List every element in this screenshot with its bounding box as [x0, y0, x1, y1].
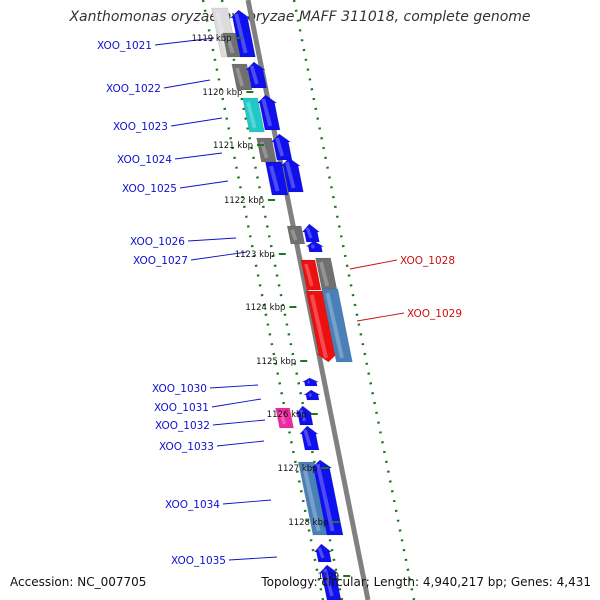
- label-leader-line: [163, 79, 211, 89]
- gene-feature[interactable]: [310, 459, 344, 536]
- gene-highlight: [299, 409, 307, 422]
- gene-highlight: [305, 227, 313, 239]
- gene-label-xoo_1034[interactable]: XOO_1034: [165, 499, 220, 511]
- tick-label: 1125 kbp: [256, 357, 296, 367]
- gene-feature[interactable]: [256, 94, 281, 131]
- label-leader-line: [187, 237, 237, 242]
- label-leader-line: [174, 152, 223, 160]
- gene-feature[interactable]: [280, 157, 304, 193]
- gene-feature[interactable]: [300, 259, 322, 291]
- label-leader-line: [154, 37, 215, 46]
- label-leader-line: [170, 117, 223, 127]
- gene-highlight: [246, 101, 257, 129]
- gene-highlight: [275, 137, 285, 157]
- tick-group: 1119 kbp 1120 kbp 1121 kbp 1122 kbp 1123 kbp…: [192, 34, 351, 582]
- gene-label-xoo_1033[interactable]: XOO_1033: [159, 441, 214, 453]
- gene-feature[interactable]: [245, 61, 267, 89]
- gene-feature[interactable]: [318, 564, 342, 600]
- gene-highlight: [304, 263, 314, 287]
- gene-feature[interactable]: [305, 240, 325, 253]
- gene-label-xoo_1021[interactable]: XOO_1021: [97, 40, 152, 52]
- dot-grid: [201, 0, 416, 600]
- gene-highlight: [325, 292, 344, 359]
- gene-feature[interactable]: [321, 288, 353, 363]
- gene-label-xoo_1035[interactable]: XOO_1035: [171, 555, 226, 567]
- tick-label: 1124 kbp: [245, 303, 285, 313]
- gene-feature[interactable]: [270, 133, 293, 161]
- gene-feature[interactable]: [242, 97, 265, 133]
- gene-feature[interactable]: [286, 225, 306, 245]
- tick-label: 1126 kbp: [267, 410, 307, 420]
- tick-label: 1122 kbp: [224, 196, 264, 206]
- gene-highlight: [309, 294, 328, 359]
- label-leader-line: [228, 556, 278, 561]
- gene-feature[interactable]: [275, 407, 294, 429]
- left-label-group: XOO_1021 XOO_1022 XOO_1023 XOO_1024 XOO_1025…: [97, 37, 278, 567]
- gene-highlight: [317, 547, 325, 559]
- gene-highlight: [319, 261, 330, 287]
- gene-feature[interactable]: [303, 389, 322, 401]
- label-leader-line: [212, 419, 266, 426]
- gene-highlight: [315, 463, 335, 532]
- gene-feature[interactable]: [301, 223, 321, 243]
- outer-dotted-line: [201, 0, 325, 600]
- gene-highlight: [226, 36, 235, 54]
- gene-label-xoo_1026[interactable]: XOO_1026: [130, 236, 185, 248]
- tick-label: 1129: [318, 572, 340, 582]
- gene-label-xoo_1025[interactable]: XOO_1025: [122, 183, 177, 195]
- gene-highlight: [235, 67, 245, 87]
- label-leader-line: [190, 251, 248, 261]
- gene-feature[interactable]: [265, 161, 289, 196]
- gene-label-xoo_1030[interactable]: XOO_1030: [152, 383, 207, 395]
- gene-label-xoo_1022[interactable]: XOO_1022: [106, 83, 161, 95]
- gene-label-xoo_1029[interactable]: XOO_1029: [407, 308, 462, 320]
- feature-group: [211, 7, 353, 600]
- genome-summary: Topology: circular; Length: 4,940,217 bp…: [261, 575, 591, 589]
- gene-label-xoo_1032[interactable]: XOO_1032: [155, 420, 210, 432]
- accession-label: Accession: NC_007705: [10, 575, 147, 589]
- gene-highlight: [249, 65, 259, 85]
- gene-highlight: [278, 411, 287, 425]
- label-leader-line: [179, 180, 229, 189]
- label-leader-line: [211, 398, 262, 408]
- right-dotted-line: [292, 0, 416, 600]
- label-leader-line: [356, 312, 405, 322]
- gene-highlight: [302, 465, 321, 532]
- gene-label-xoo_1028[interactable]: XOO_1028: [400, 255, 455, 267]
- label-leader-line: [216, 440, 265, 447]
- map-title: Xanthomonas oryzae pv. oryzae MAFF 31101…: [69, 9, 531, 25]
- tick-label: 1128 kbp: [288, 518, 328, 528]
- gene-highlight: [290, 229, 298, 241]
- gene-feature[interactable]: [229, 9, 256, 58]
- tick-label: 1127 kbp: [278, 464, 318, 474]
- label-leader-line: [349, 259, 398, 270]
- tick-label: 1123 kbp: [235, 250, 275, 260]
- gene-feature[interactable]: [313, 543, 333, 563]
- gene-highlight: [261, 98, 273, 127]
- gene-label-xoo_1031[interactable]: XOO_1031: [154, 402, 209, 414]
- gene-label-xoo_1027[interactable]: XOO_1027: [133, 255, 188, 267]
- gene-label-xoo_1024[interactable]: XOO_1024: [117, 154, 172, 166]
- label-leader-line: [209, 384, 259, 389]
- gene-highlight: [234, 13, 248, 54]
- gene-highlight: [323, 568, 334, 597]
- gene-highlight: [310, 244, 316, 249]
- gene-feature[interactable]: [301, 377, 319, 387]
- gene-feature[interactable]: [299, 425, 320, 451]
- gene-feature[interactable]: [231, 63, 253, 91]
- gene-highlight: [303, 429, 312, 447]
- gene-highlight: [285, 161, 296, 189]
- gene-highlight: [308, 392, 313, 398]
- right-label-group: XOO_1028 XOO_1029: [349, 255, 462, 322]
- tick-label: 1120 kbp: [202, 88, 242, 98]
- label-leader-line: [222, 499, 272, 505]
- inner-dotted-line: [220, 0, 344, 600]
- gene-label-xoo_1023[interactable]: XOO_1023: [113, 121, 168, 133]
- tick-label: 1121 kbp: [213, 141, 253, 151]
- gene-highlight: [269, 165, 280, 192]
- tick-label: 1119 kbp: [192, 34, 232, 44]
